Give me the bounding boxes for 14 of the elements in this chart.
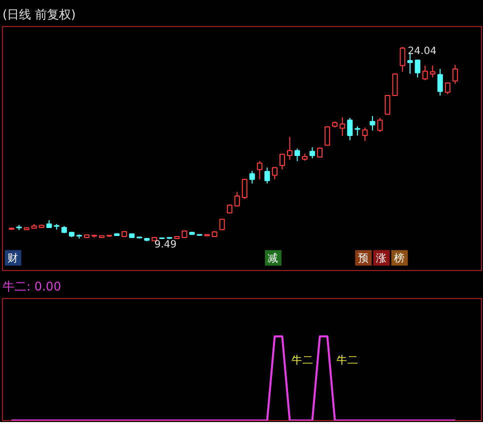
candlestick: [370, 116, 376, 131]
annotation: 牛二: [291, 353, 314, 366]
chart-title: (日线 前复权): [2, 8, 76, 22]
candlestick: [286, 136, 293, 160]
candlestick: [430, 65, 436, 78]
text: 榜: [394, 251, 406, 264]
chart-title: 牛二: 0.00: [2, 280, 62, 294]
annotation: 9.49: [154, 239, 177, 250]
text: 涨: [376, 251, 387, 264]
text: 减: [268, 251, 279, 264]
annotation: 24.04: [408, 46, 436, 57]
text: 预: [358, 251, 369, 264]
annotation: 牛二: [336, 353, 358, 366]
text: 财: [8, 251, 19, 264]
